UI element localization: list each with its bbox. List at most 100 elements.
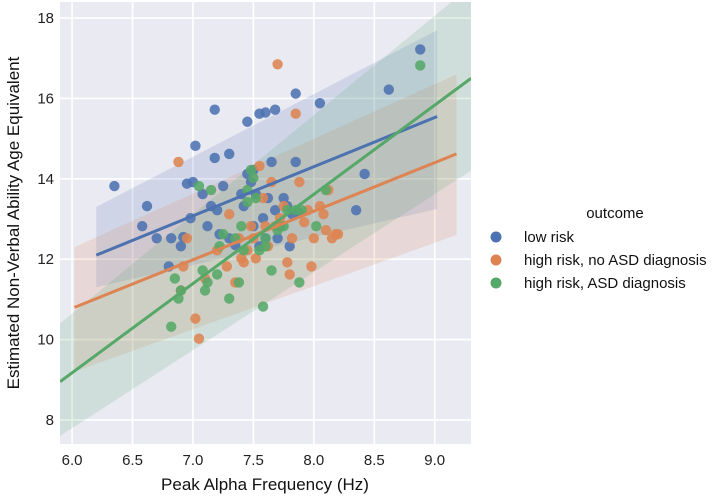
data-point	[209, 152, 220, 164]
y-tick-label: 12	[37, 251, 54, 268]
data-point	[320, 225, 332, 236]
data-point	[193, 180, 205, 192]
y-tick-labels: 8 10 12 14 16 18	[37, 10, 54, 429]
data-point	[137, 221, 148, 232]
data-point	[166, 321, 177, 332]
data-point	[248, 172, 259, 184]
x-tick-label: 6.0	[62, 452, 83, 469]
data-point	[250, 192, 262, 204]
data-point	[272, 233, 283, 244]
legend: outcome low risk high risk, no ASD diagno…	[490, 205, 707, 292]
legend-title: outcome	[586, 205, 644, 222]
data-point	[109, 180, 120, 192]
x-tick-label: 7.0	[183, 452, 204, 469]
data-point	[266, 156, 277, 168]
y-tick-label: 8	[46, 412, 54, 429]
data-point	[181, 233, 193, 244]
regression-lines	[60, 77, 471, 383]
data-point	[209, 104, 220, 115]
legend-marker	[490, 254, 502, 266]
data-point	[311, 221, 322, 232]
data-point	[383, 84, 394, 95]
data-point	[242, 116, 253, 127]
x-axis-label: Peak Alpha Frequency (Hz)	[161, 475, 369, 494]
data-point	[224, 208, 235, 220]
data-point	[202, 277, 213, 288]
confidence-band	[96, 30, 438, 288]
data-point	[284, 269, 295, 280]
data-point	[205, 184, 217, 196]
data-point	[217, 229, 229, 240]
data-point	[415, 44, 426, 55]
data-point	[245, 164, 257, 176]
data-point	[169, 273, 181, 284]
data-point	[245, 221, 257, 232]
data-point	[260, 233, 271, 244]
data-point	[175, 241, 187, 252]
x-tick-label: 8.0	[303, 452, 324, 469]
data-point	[298, 216, 310, 228]
data-point	[166, 233, 177, 244]
x-tick-label: 9.0	[424, 452, 445, 469]
data-point	[290, 88, 301, 99]
data-point	[197, 188, 208, 200]
data-point	[257, 212, 269, 224]
grid	[60, 2, 471, 444]
y-axis-label: Estimated Non-Verbal Ability Age Equival…	[4, 56, 23, 389]
data-point	[193, 333, 205, 344]
data-point	[199, 285, 211, 296]
data-point	[257, 192, 269, 204]
data-point	[296, 204, 307, 216]
data-point	[314, 98, 326, 109]
data-point	[415, 60, 426, 71]
data-point	[233, 277, 245, 288]
legend-label: low risk	[524, 229, 575, 246]
data-point	[236, 253, 247, 264]
regression-line	[95, 115, 438, 257]
data-point	[272, 59, 283, 70]
regression-line	[60, 77, 471, 383]
y-tick-label: 18	[37, 10, 54, 27]
data-point	[284, 241, 295, 252]
data-point	[308, 233, 320, 244]
legend-marker	[490, 231, 502, 243]
data-point	[290, 108, 301, 119]
x-tick-labels: 6.0 6.5 7.0 7.5 8.0 8.5 9.0	[62, 452, 446, 469]
data-point	[236, 221, 247, 232]
data-point	[242, 196, 253, 208]
data-point	[257, 301, 269, 312]
x-tick-label: 6.5	[122, 452, 143, 469]
x-tick-label: 8.5	[364, 452, 385, 469]
data-point	[190, 313, 201, 324]
data-point	[282, 257, 293, 268]
data-point	[286, 233, 298, 244]
data-point	[350, 204, 362, 216]
y-tick-label: 16	[37, 90, 54, 107]
data-point	[269, 204, 281, 216]
data-point	[250, 253, 262, 264]
legend-label: high risk, ASD diagnosis	[524, 275, 686, 292]
data-point	[318, 208, 329, 220]
data-point	[290, 156, 301, 168]
data-point	[173, 156, 184, 168]
data-point	[141, 200, 153, 212]
data-point	[221, 261, 233, 272]
y-tick-label: 10	[37, 332, 54, 349]
data-point	[359, 168, 370, 180]
data-point	[211, 269, 223, 280]
legend-label: high risk, no ASD diagnosis	[524, 252, 707, 269]
data-point	[202, 221, 213, 232]
data-point	[260, 107, 271, 118]
data-point	[260, 241, 271, 252]
y-tick-label: 14	[37, 171, 54, 188]
data-point	[266, 265, 277, 276]
data-point	[190, 140, 201, 152]
legend-marker	[490, 277, 502, 289]
data-point	[306, 261, 317, 272]
data-point	[217, 180, 229, 192]
data-point	[224, 293, 235, 304]
data-point	[278, 192, 289, 204]
data-point	[151, 233, 162, 244]
data-point	[332, 229, 344, 240]
